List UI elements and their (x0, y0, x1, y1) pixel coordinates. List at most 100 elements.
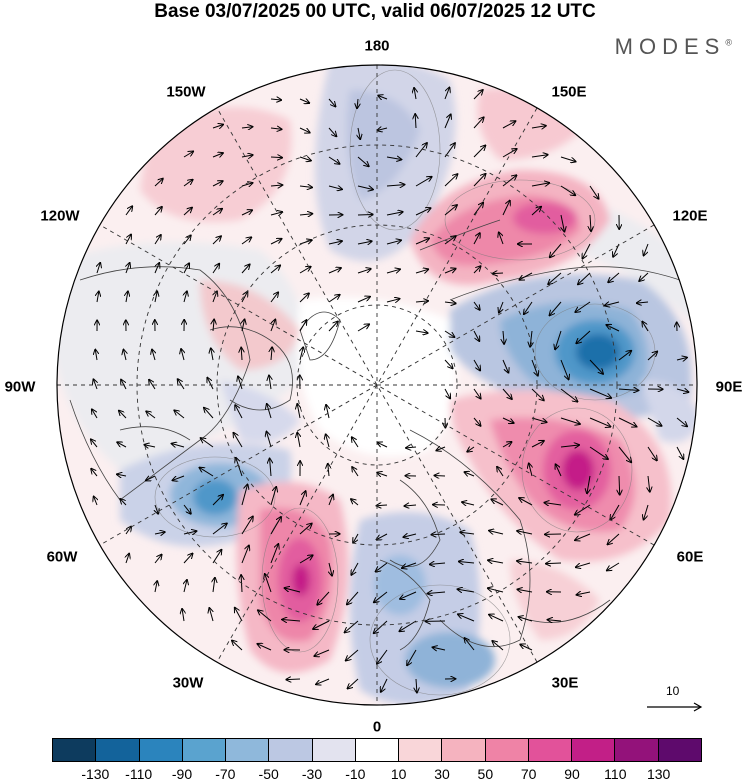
wind-vector (618, 446, 631, 462)
wind-vector (435, 476, 446, 477)
wind-vector (647, 352, 657, 361)
wind-vector (415, 177, 432, 187)
wind-vector (353, 533, 359, 543)
colorbar-tick-label: 50 (477, 766, 494, 782)
colorbar-tick-label: -10 (345, 766, 366, 782)
colorbar-tick-label: 10 (390, 766, 407, 782)
lon-label-120e: 120E (672, 207, 708, 225)
colorbar-tick-label: -130 (81, 766, 110, 782)
wind-vector (314, 649, 330, 656)
wind-vector (271, 347, 272, 361)
wind-vector (117, 474, 127, 476)
wind-vector (444, 330, 454, 337)
wind-vector (377, 128, 388, 130)
contours (154, 69, 656, 696)
wind-vector (502, 442, 512, 448)
chart-title: Base 03/07/2025 00 UTC, valid 06/07/2025… (154, 1, 596, 22)
colorbar-tick-label: -70 (215, 766, 236, 782)
wind-vector (502, 201, 510, 216)
wind-vector (282, 620, 301, 622)
wind-vector (270, 292, 278, 303)
wind-vector (94, 379, 98, 390)
wind-vector (241, 265, 250, 274)
wind-vector (270, 487, 276, 506)
wind-vector (352, 467, 359, 477)
wind-vector (212, 236, 221, 245)
wind-vector (124, 350, 127, 361)
wind-vector (444, 205, 457, 216)
wind-vector (378, 96, 388, 99)
wind-vector (299, 186, 312, 187)
colorbar-tick-label: -50 (258, 766, 279, 782)
wind-vector (299, 214, 312, 215)
wind-vector (270, 544, 278, 564)
wind-vector (676, 358, 687, 361)
lon-label-0: 0 (372, 718, 382, 736)
wind-vector (238, 377, 243, 390)
wind-vector (415, 331, 428, 333)
lon-label-150w: 150W (166, 83, 206, 101)
wind-vector (207, 378, 214, 390)
wind-vector (209, 608, 213, 622)
wind-vector (502, 359, 508, 373)
wind-vector (458, 614, 475, 622)
wind-vector (560, 445, 579, 447)
wind-vector (492, 641, 504, 651)
colorbar-segment (95, 739, 139, 761)
wind-vector (428, 592, 446, 594)
wind-vector (416, 678, 417, 692)
wind-vector (299, 267, 311, 274)
wind-vector (212, 125, 223, 128)
wind-vector (473, 117, 484, 129)
wind-vector (467, 447, 475, 452)
colorbar-segment (138, 739, 182, 761)
wind-vector (589, 185, 599, 199)
colorbar-segment (657, 739, 701, 761)
wind-vector (267, 404, 272, 419)
wind-vector (357, 186, 373, 190)
wind-vector (458, 589, 475, 592)
wind-vector (517, 531, 533, 534)
wind-vector (241, 183, 253, 186)
wind-vector (299, 524, 312, 535)
wind-vector (297, 433, 300, 448)
wind-vector (618, 389, 638, 390)
wind-vector (326, 405, 329, 419)
wind-vector (357, 297, 370, 303)
wind-vector (117, 442, 127, 448)
wind-vector (149, 380, 156, 390)
wind-vector (589, 417, 610, 427)
wind-vector (493, 273, 504, 274)
wind-vector (618, 417, 637, 427)
wind-vector (489, 531, 504, 534)
colorbar-tick-label: -110 (125, 766, 153, 782)
wind-vector (531, 155, 548, 157)
wind-vector (531, 126, 546, 128)
graticule (57, 65, 697, 705)
wind-vector (235, 608, 243, 622)
wind-vector (299, 555, 313, 564)
wind-vector (328, 156, 340, 164)
wind-vector (183, 152, 193, 158)
wind-vector (212, 209, 222, 216)
wind-vector (489, 615, 504, 622)
wind-vectors (91, 88, 689, 693)
wind-vector (94, 497, 97, 506)
wind-vector (503, 330, 504, 344)
wind-vector (400, 620, 417, 631)
coastlines (69, 219, 681, 651)
wind-vector (529, 464, 532, 477)
wind-vector (328, 241, 342, 244)
wind-vector (560, 359, 569, 379)
wind-vector (299, 491, 306, 506)
wind-vector (377, 533, 388, 540)
wind-vector (560, 417, 580, 424)
wind-vector (400, 591, 417, 599)
wind-vector (152, 350, 155, 361)
wind-vector (299, 293, 309, 303)
wind-vector (433, 647, 446, 650)
wind-vector (676, 446, 683, 459)
wind-vector (357, 215, 373, 216)
wind-vector (473, 233, 480, 245)
wind-vector (578, 272, 591, 284)
